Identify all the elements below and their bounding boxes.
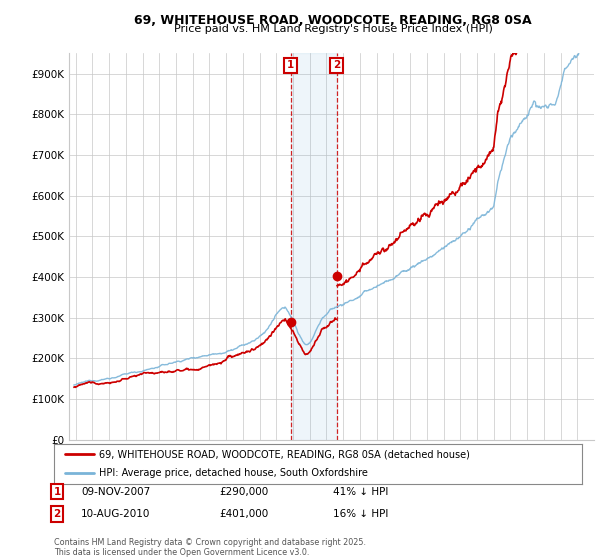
Text: HPI: Average price, detached house, South Oxfordshire: HPI: Average price, detached house, Sout… [99,468,368,478]
Text: 2: 2 [53,509,61,519]
Text: £290,000: £290,000 [219,487,268,497]
Text: 1: 1 [287,60,295,71]
Text: £401,000: £401,000 [219,509,268,519]
Text: 2: 2 [333,60,340,71]
Bar [291,53,337,440]
Text: Contains HM Land Registry data © Crown copyright and database right 2025.
This d: Contains HM Land Registry data © Crown c… [54,538,366,557]
Text: 69, WHITEHOUSE ROAD, WOODCOTE, READING, RG8 0SA (detached house): 69, WHITEHOUSE ROAD, WOODCOTE, READING, … [99,449,470,459]
Text: 69, WHITEHOUSE ROAD, WOODCOTE, READING, RG8 0SA: 69, WHITEHOUSE ROAD, WOODCOTE, READING, … [134,14,532,27]
Text: 16% ↓ HPI: 16% ↓ HPI [333,509,388,519]
Text: 09-NOV-2007: 09-NOV-2007 [81,487,150,497]
Text: 1: 1 [53,487,61,497]
Text: 41% ↓ HPI: 41% ↓ HPI [333,487,388,497]
Text: Price paid vs. HM Land Registry's House Price Index (HPI): Price paid vs. HM Land Registry's House … [173,24,493,34]
Text: 10-AUG-2010: 10-AUG-2010 [81,509,151,519]
